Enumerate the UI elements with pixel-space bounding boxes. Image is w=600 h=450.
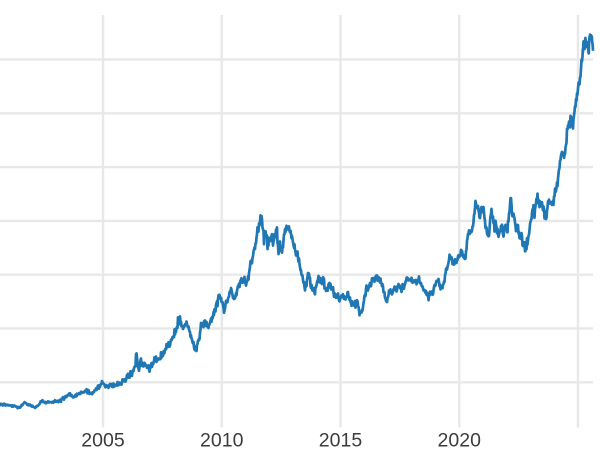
svg-text:2015: 2015 xyxy=(319,430,363,450)
svg-text:2005: 2005 xyxy=(81,430,125,450)
svg-text:2020: 2020 xyxy=(438,430,482,450)
svg-text:2010: 2010 xyxy=(200,430,244,450)
